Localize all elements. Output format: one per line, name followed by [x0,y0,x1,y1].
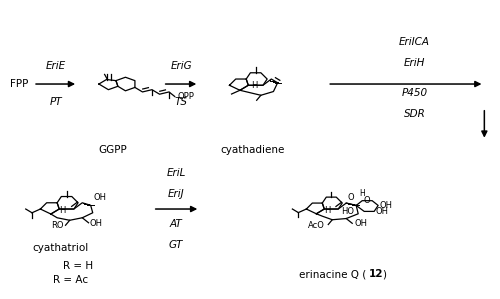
Text: EriE: EriE [46,61,66,71]
Text: EriL: EriL [166,168,186,178]
Text: H: H [324,206,330,215]
Text: HO: HO [341,208,354,216]
Text: OH: OH [354,219,367,228]
Text: cyathatriol: cyathatriol [32,243,88,253]
Text: OH: OH [93,193,106,202]
Text: OH: OH [379,201,392,210]
Text: GGPP: GGPP [98,144,128,155]
Text: cyathadiene: cyathadiene [220,144,284,155]
Text: erinacine Q (: erinacine Q ( [298,269,366,280]
Text: OH: OH [375,208,388,216]
Text: O: O [364,196,370,205]
Text: GT: GT [169,240,184,250]
Text: EriG: EriG [170,61,192,71]
Text: SDR: SDR [404,109,425,119]
Text: EriH: EriH [404,58,425,68]
Text: R = H: R = H [63,260,93,271]
Text: FPP: FPP [10,79,28,89]
Text: TS: TS [174,97,188,107]
Text: P450: P450 [402,88,427,98]
Text: R = Ac: R = Ac [53,275,88,286]
Text: AT: AT [170,219,182,229]
Text: EriICA: EriICA [399,37,430,47]
Text: OPP: OPP [177,92,194,101]
Text: AcO: AcO [308,221,326,230]
Text: O: O [348,193,354,202]
Text: RO: RO [51,221,64,231]
Text: 12: 12 [369,269,384,280]
Text: PT: PT [49,97,62,107]
Text: H: H [59,206,66,215]
Text: H: H [360,189,365,198]
Text: EriJ: EriJ [168,189,184,199]
Text: ): ) [382,269,386,280]
Text: H: H [252,81,258,90]
Text: OH: OH [90,219,102,228]
